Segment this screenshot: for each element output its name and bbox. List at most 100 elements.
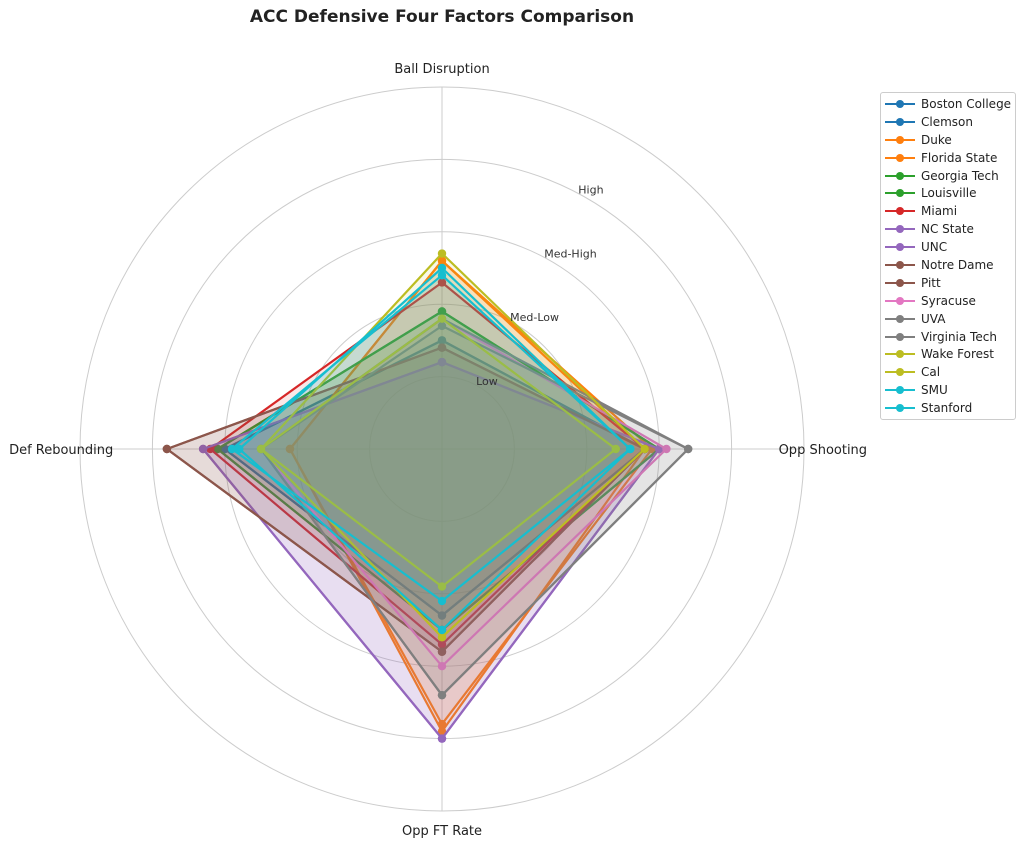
data-point <box>626 444 635 454</box>
legend-label: Duke <box>921 132 952 147</box>
legend-label: SMU <box>921 383 948 398</box>
legend-item: Cal <box>881 363 1015 381</box>
series-area <box>203 362 660 739</box>
legend-swatch <box>885 295 915 307</box>
legend-item: Florida State <box>881 149 1015 167</box>
legend-label: UVA <box>921 311 946 326</box>
data-point <box>437 336 447 345</box>
ring-label: Med-High <box>544 247 597 260</box>
legend-item: Louisville <box>881 184 1015 202</box>
legend-label: Miami <box>921 204 958 219</box>
legend-item: NC State <box>881 220 1015 238</box>
data-point <box>437 625 447 635</box>
data-point <box>662 444 671 454</box>
ring-label: Med-Low <box>510 311 559 324</box>
data-point <box>437 647 447 656</box>
data-point <box>683 444 693 454</box>
series-group <box>235 263 635 635</box>
legend-item: Virginia Tech <box>881 328 1015 346</box>
legend-swatch <box>885 277 915 289</box>
legend-swatch <box>885 241 915 253</box>
legend-item: Georgia Tech <box>881 167 1015 185</box>
legend-swatch <box>885 366 915 378</box>
series-group <box>285 256 657 729</box>
data-point <box>437 596 447 606</box>
data-point <box>437 611 447 620</box>
legend-label: UNC <box>921 240 948 255</box>
ring-label: Low <box>476 375 498 388</box>
axis-label: Def Rebounding <box>9 443 113 458</box>
legend-swatch <box>885 205 915 217</box>
legend-item: Boston College <box>881 95 1015 113</box>
legend-label: Florida State <box>921 150 998 165</box>
data-point <box>198 444 208 454</box>
data-point <box>437 307 447 316</box>
data-point <box>256 444 266 454</box>
legend-label: Syracuse <box>921 293 976 308</box>
legend-label: Clemson <box>921 114 973 129</box>
legend-swatch <box>885 223 915 235</box>
chart-title: ACC Defensive Four Factors Comparison <box>250 7 634 27</box>
legend-label: NC State <box>921 222 974 237</box>
data-point <box>437 343 447 352</box>
legend-swatch <box>885 348 915 360</box>
data-point <box>437 357 447 367</box>
series-area <box>232 275 631 601</box>
legend-item: Clemson <box>881 113 1015 131</box>
radar-series <box>162 249 693 743</box>
series-area <box>217 311 660 630</box>
data-point <box>611 444 620 454</box>
legend-item: UVA <box>881 310 1015 328</box>
data-point <box>437 249 447 258</box>
legend-label: Wake Forest <box>921 347 994 362</box>
series-area <box>224 340 645 616</box>
legend-swatch <box>885 331 915 343</box>
legend-item: Stanford <box>881 399 1015 417</box>
data-point <box>437 640 447 649</box>
data-point <box>437 263 447 273</box>
data-point <box>285 444 295 454</box>
axis-label: Ball Disruption <box>394 62 489 77</box>
data-point <box>437 321 447 331</box>
legend-swatch <box>885 134 915 146</box>
legend-label: Stanford <box>921 401 973 416</box>
legend-item: Duke <box>881 131 1015 149</box>
data-point <box>437 314 447 323</box>
legend-swatch <box>885 313 915 325</box>
data-point <box>640 444 649 454</box>
legend-label: Georgia Tech <box>921 168 999 183</box>
legend-item: UNC <box>881 238 1015 256</box>
ring-label: High <box>578 183 603 196</box>
data-point <box>162 444 172 454</box>
series-area <box>217 311 660 630</box>
legend-item: Miami <box>881 202 1015 220</box>
legend-swatch <box>885 259 915 271</box>
legend-swatch <box>885 384 915 396</box>
data-point <box>437 256 447 265</box>
radar-labels: Ball Disruption Opp Shooting Opp FT Rate De… <box>9 62 867 839</box>
series-area <box>261 318 689 696</box>
legend-swatch <box>885 152 915 164</box>
data-point <box>437 278 447 287</box>
data-point <box>437 690 447 700</box>
series-area <box>203 362 660 739</box>
legend-label: Louisville <box>921 186 977 201</box>
legend-swatch <box>885 402 915 414</box>
legend-item: Syracuse <box>881 292 1015 310</box>
legend-label: Notre Dame <box>921 257 994 272</box>
legend-label: Virginia Tech <box>921 329 997 344</box>
data-point <box>437 633 447 642</box>
data-point <box>437 734 447 743</box>
series-area <box>166 347 645 652</box>
data-point <box>437 727 447 736</box>
legend-label: Pitt <box>921 275 941 290</box>
series-area <box>224 340 645 616</box>
axis-label: Opp FT Rate <box>402 824 482 839</box>
legend-swatch <box>885 187 915 199</box>
data-point <box>235 444 244 454</box>
legend-item: Pitt <box>881 274 1015 292</box>
legend-swatch <box>885 116 915 128</box>
series-group <box>256 314 620 591</box>
legend-swatch <box>885 98 915 110</box>
